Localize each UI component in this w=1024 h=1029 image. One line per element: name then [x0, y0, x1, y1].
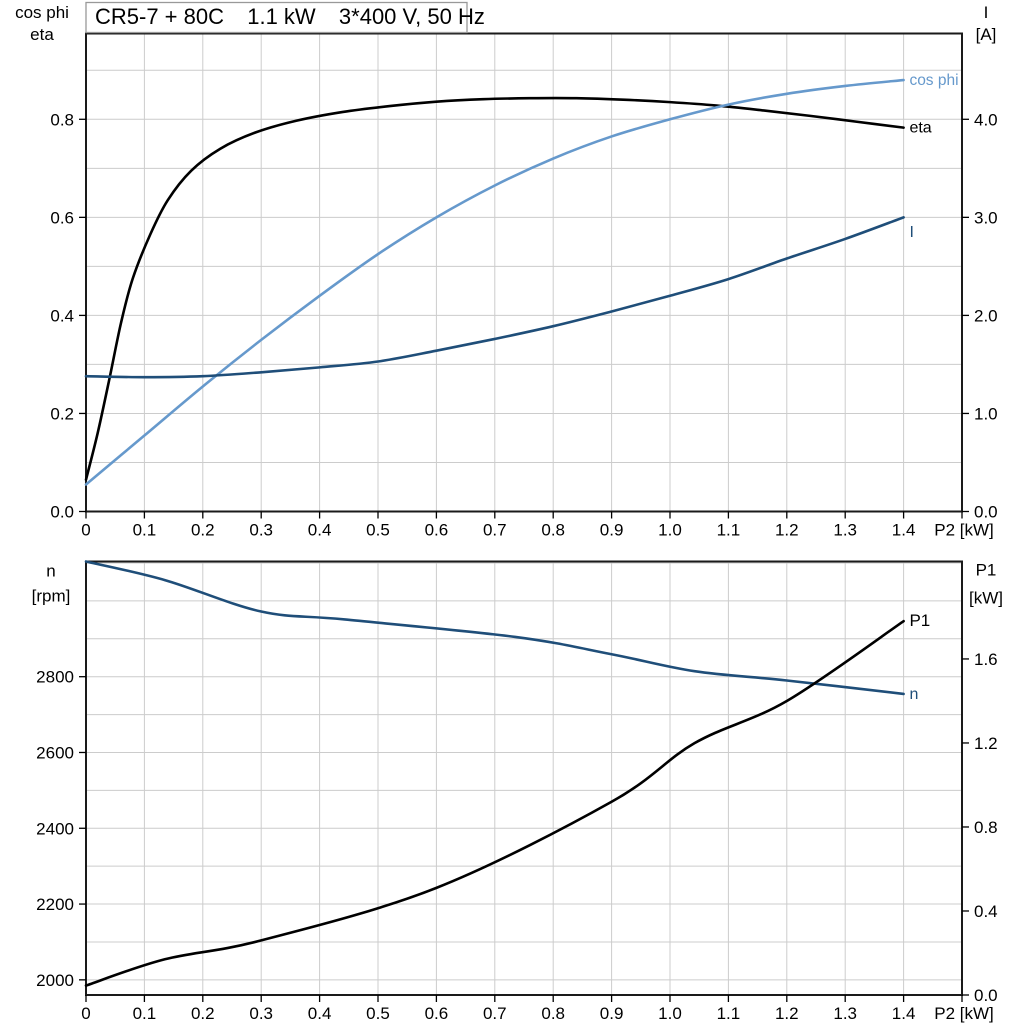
svg-text:0.4: 0.4 [974, 902, 998, 921]
svg-text:2000: 2000 [36, 971, 74, 990]
svg-text:1.2: 1.2 [974, 734, 998, 753]
svg-text:eta: eta [30, 25, 54, 44]
svg-text:0.7: 0.7 [483, 521, 507, 540]
svg-text:2800: 2800 [36, 668, 74, 687]
svg-text:0: 0 [81, 521, 90, 540]
svg-text:0.8: 0.8 [50, 110, 74, 129]
svg-text:0.0: 0.0 [974, 986, 998, 1005]
svg-text:1.3: 1.3 [833, 521, 857, 540]
svg-text:[A]: [A] [976, 25, 997, 44]
svg-text:eta: eta [909, 120, 931, 137]
svg-text:0.7: 0.7 [483, 1004, 507, 1023]
svg-text:0.6: 0.6 [50, 208, 74, 227]
svg-text:CR5-7 + 80C 1.1 kW 3*400 V: CR5-7 + 80C 1.1 kW 3*400 V, 50 Hz [95, 4, 485, 29]
svg-text:0.4: 0.4 [308, 521, 332, 540]
svg-text:1.0: 1.0 [658, 521, 682, 540]
svg-text:[rpm]: [rpm] [32, 587, 71, 606]
svg-text:0.5: 0.5 [366, 521, 390, 540]
svg-text:1.2: 1.2 [775, 521, 799, 540]
svg-text:P1: P1 [976, 561, 997, 580]
svg-text:0.0: 0.0 [50, 503, 74, 522]
svg-text:0.9: 0.9 [600, 521, 624, 540]
svg-text:1.0: 1.0 [658, 1004, 682, 1023]
svg-text:2.0: 2.0 [974, 306, 998, 325]
svg-text:0.6: 0.6 [425, 1004, 449, 1023]
svg-text:1.6: 1.6 [974, 650, 998, 669]
svg-text:0.8: 0.8 [541, 521, 565, 540]
svg-text:0.2: 0.2 [191, 1004, 215, 1023]
svg-text:cos phi: cos phi [909, 72, 958, 89]
svg-text:0.8: 0.8 [974, 818, 998, 837]
svg-text:2200: 2200 [36, 895, 74, 914]
svg-text:0.2: 0.2 [50, 404, 74, 423]
svg-text:2600: 2600 [36, 743, 74, 762]
svg-text:P2 [kW]: P2 [kW] [934, 1004, 994, 1023]
svg-text:0.9: 0.9 [600, 1004, 624, 1023]
svg-text:[kW]: [kW] [969, 589, 1003, 608]
svg-text:n: n [46, 562, 55, 581]
svg-text:4.0: 4.0 [974, 110, 998, 129]
svg-text:1.0: 1.0 [974, 404, 998, 423]
svg-text:I: I [984, 3, 989, 22]
svg-text:1.1: 1.1 [717, 1004, 741, 1023]
svg-text:P2 [kW]: P2 [kW] [934, 521, 994, 540]
svg-text:0.8: 0.8 [541, 1004, 565, 1023]
svg-text:n: n [909, 686, 918, 703]
svg-text:1.3: 1.3 [833, 1004, 857, 1023]
svg-text:0.4: 0.4 [308, 1004, 332, 1023]
svg-text:0.3: 0.3 [249, 1004, 273, 1023]
svg-text:P1: P1 [909, 611, 930, 630]
svg-text:1.1: 1.1 [717, 521, 741, 540]
svg-text:0.6: 0.6 [425, 521, 449, 540]
svg-text:0.3: 0.3 [249, 521, 273, 540]
svg-text:0.1: 0.1 [133, 1004, 157, 1023]
svg-text:1.4: 1.4 [892, 1004, 916, 1023]
svg-text:2400: 2400 [36, 819, 74, 838]
svg-text:0.0: 0.0 [974, 503, 998, 522]
svg-text:3.0: 3.0 [974, 208, 998, 227]
svg-text:0: 0 [81, 1004, 90, 1023]
svg-text:I: I [909, 224, 913, 241]
svg-text:cos phi: cos phi [15, 3, 69, 22]
svg-text:1.4: 1.4 [892, 521, 916, 540]
svg-text:0.1: 0.1 [133, 521, 157, 540]
svg-text:1.2: 1.2 [775, 1004, 799, 1023]
svg-text:0.5: 0.5 [366, 1004, 390, 1023]
svg-text:0.4: 0.4 [50, 306, 74, 325]
svg-text:0.2: 0.2 [191, 521, 215, 540]
